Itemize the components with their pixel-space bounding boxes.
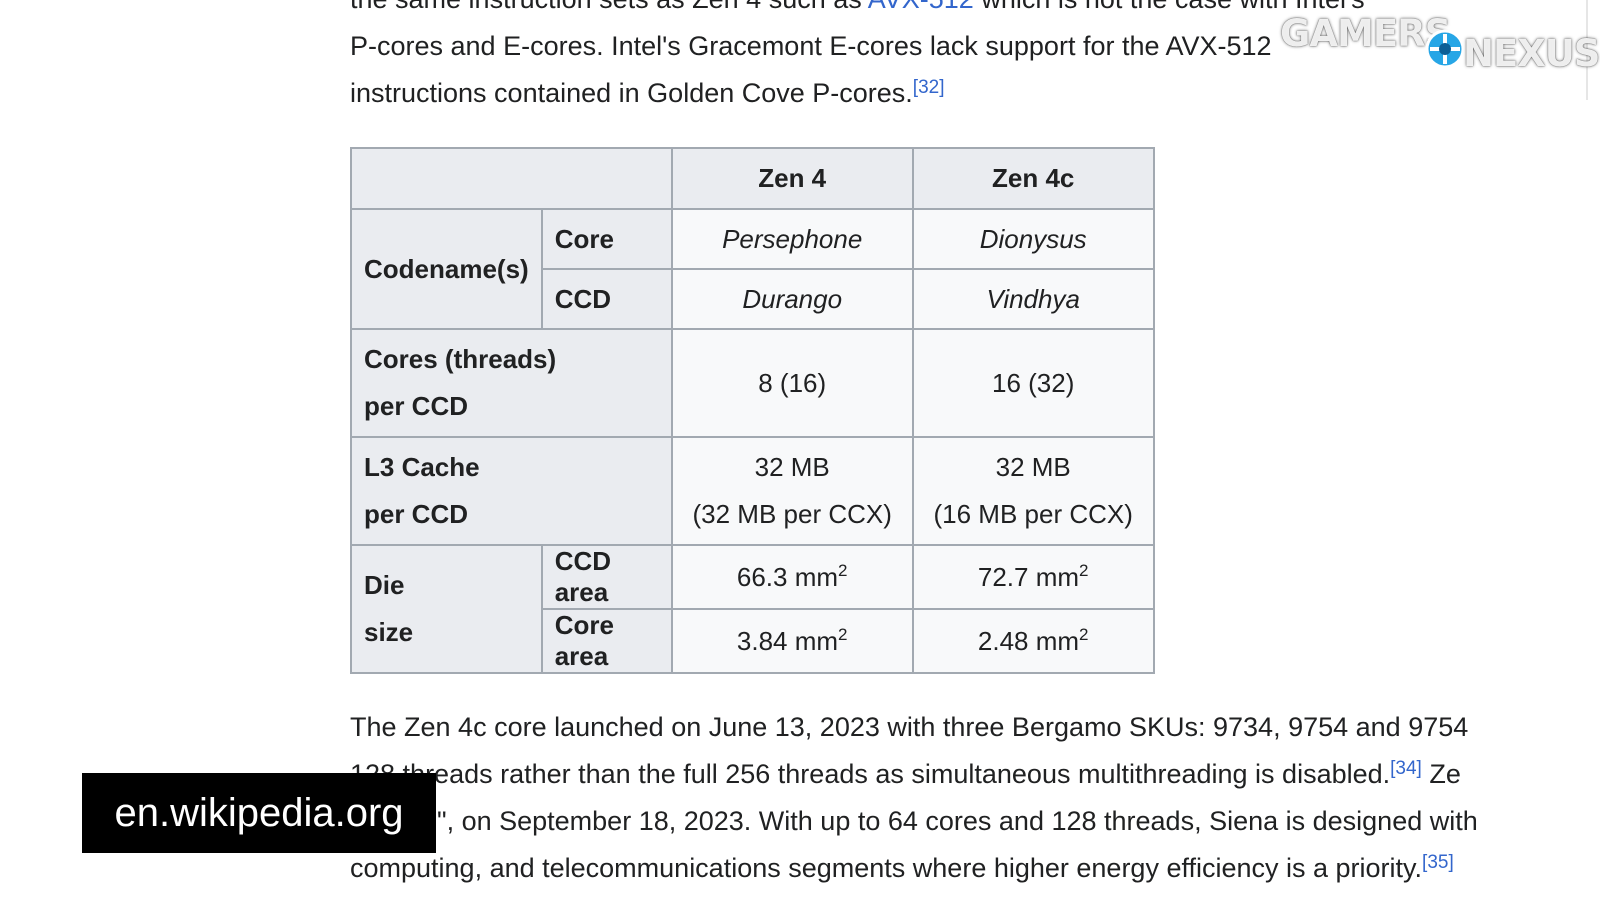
watermark-text: GAMERS xyxy=(1280,12,1451,55)
table-cell: Durango xyxy=(670,268,914,330)
launch-paragraph: The Zen 4c core launched on June 13, 202… xyxy=(350,704,1478,892)
table-cell: 8 (16) xyxy=(670,328,914,438)
citation-link[interactable]: [35] xyxy=(1422,852,1454,873)
row-header-core: Core xyxy=(540,208,673,270)
table-cell: 2.48 mm2 xyxy=(911,608,1155,674)
intro-paragraph: the same instruction sets as Zen 4 such … xyxy=(350,0,1365,117)
para-line: The Zen 4c core launched on June 13, 202… xyxy=(350,712,1469,742)
column-header-zen4c: Zen 4c xyxy=(911,147,1155,210)
source-url-badge: en.wikipedia.org xyxy=(82,773,436,853)
table-cell: 3.84 mm2 xyxy=(670,608,914,674)
para-line: ", on September 18, 2023. With up to 64 … xyxy=(437,806,1478,836)
table-cell: Persephone xyxy=(670,208,914,270)
para-line: the same instruction sets as Zen 4 such … xyxy=(350,0,1365,14)
table-cell: Dionysus xyxy=(911,208,1155,270)
table-cell: 32 MB (32 MB per CCX) xyxy=(670,436,914,546)
zen4-comparison-table: Zen 4 Zen 4c Codename(s) Core Persephone… xyxy=(350,147,1155,674)
table-cell: Vindhya xyxy=(911,268,1155,330)
watermark-text: NEXUS xyxy=(1463,32,1600,75)
table-cell: 16 (32) xyxy=(911,328,1155,438)
para-line: P-cores and E-cores. Intel's Gracemont E… xyxy=(350,31,1272,61)
table-cell: 32 MB (16 MB per CCX) xyxy=(911,436,1155,546)
row-header-ccd: CCD xyxy=(540,268,673,330)
row-header-die-size: Die size xyxy=(350,544,543,674)
para-line: computing, and telecommunications segmen… xyxy=(350,853,1423,883)
row-header-ccd-area: CCD area xyxy=(540,544,673,610)
table-cell: 66.3 mm2 xyxy=(670,544,914,610)
citation-link[interactable]: [32] xyxy=(912,77,945,98)
citation-link[interactable]: [34] xyxy=(1390,758,1422,779)
row-header-l3-cache: L3 Cache per CCD xyxy=(350,436,673,546)
row-header-core-area: Core area xyxy=(540,608,673,674)
table-corner-cell xyxy=(350,147,673,210)
column-header-zen4: Zen 4 xyxy=(670,147,914,210)
gamers-nexus-logo-icon xyxy=(1425,29,1465,69)
row-header-codenames: Codename(s) xyxy=(350,208,543,330)
para-line: 128 threads rather than the full 256 thr… xyxy=(350,758,1461,789)
para-line: instructions contained in Golden Cove P-… xyxy=(350,78,913,108)
scrollbar-edge xyxy=(1586,0,1588,100)
avx512-link[interactable]: AVX-512 xyxy=(868,0,974,14)
table-cell: 72.7 mm2 xyxy=(911,544,1155,610)
row-header-cores-threads: Cores (threads) per CCD xyxy=(350,328,673,438)
